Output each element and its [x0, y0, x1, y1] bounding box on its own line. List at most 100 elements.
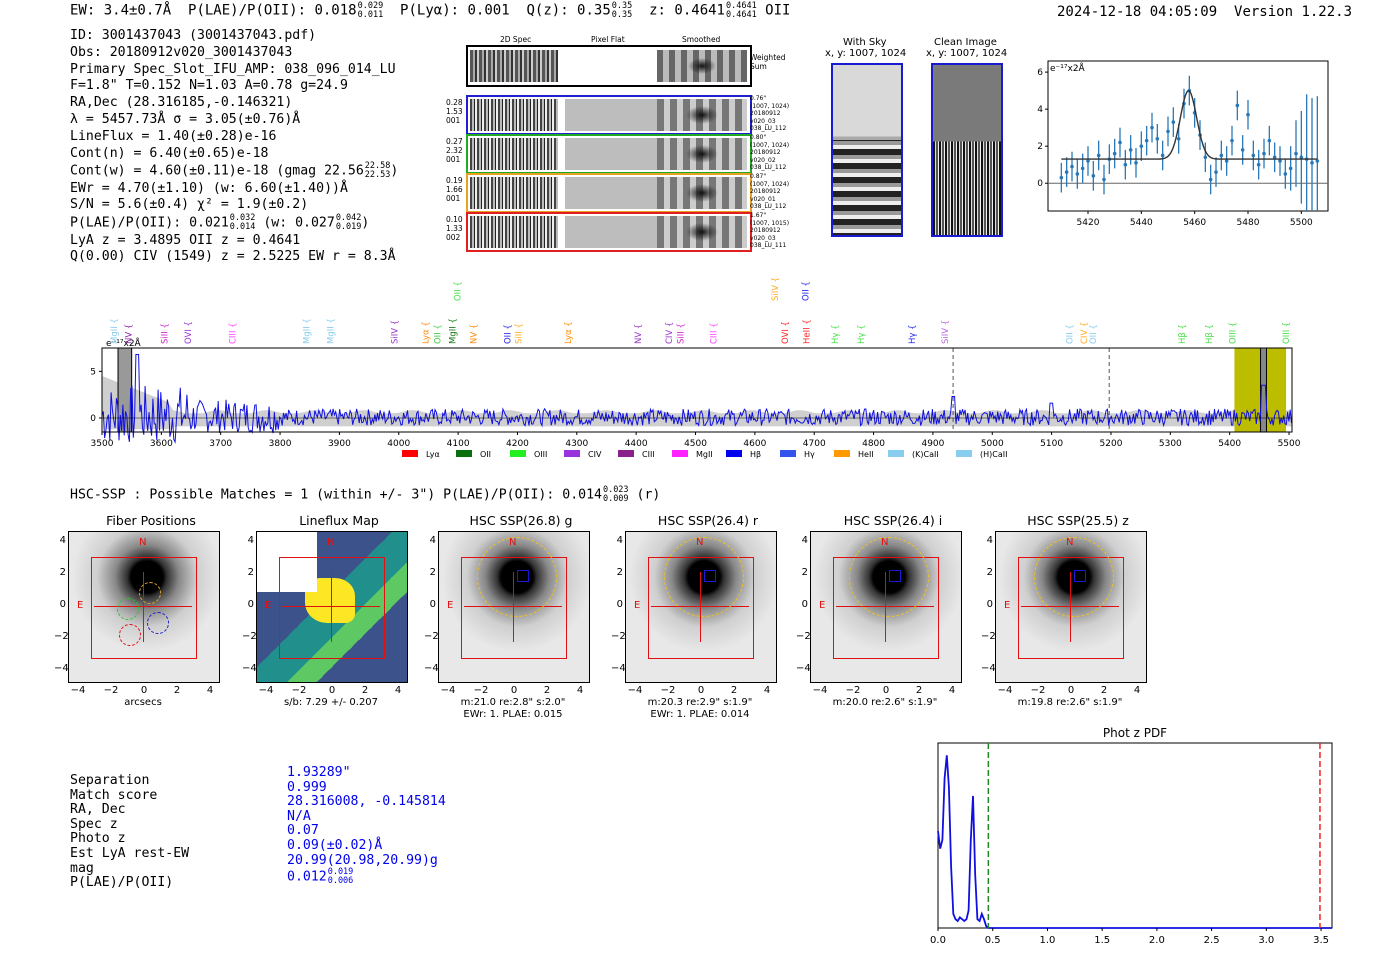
hsc-ytick: 2	[986, 567, 993, 578]
zoom-model-line	[1061, 90, 1318, 160]
hsc-xtick: −2	[660, 685, 676, 696]
spec-row-flat	[562, 138, 660, 170]
header-plae: P(LAE)/P(OII): 0.018	[188, 2, 357, 19]
zoom-ytick-label: 4	[1037, 105, 1043, 115]
spectrum-noise-band	[102, 376, 1292, 430]
spectrum-xtick-label: 3500	[91, 439, 114, 449]
legend-swatch	[456, 450, 472, 457]
zoom-point	[1240, 148, 1245, 152]
spectrum-xtick-label: 5400	[1218, 439, 1241, 449]
spectrum-xtick-label: 4900	[921, 439, 944, 449]
hsc-caption-2: EWr: 1. PLAE: 0.014	[650, 709, 750, 720]
fiber-circle	[139, 582, 161, 604]
spec-row-frame	[466, 134, 752, 174]
spectrum-line-label-upper: SiIV {	[771, 278, 781, 301]
summary-header: EW: 3.4±0.7Å P(LAE)/P(OII): 0.018 0.029 0.…	[70, 1, 791, 20]
zoom-point	[1251, 153, 1256, 158]
east-label: E	[819, 600, 826, 611]
match-value-text: 28.316008, -0.145814	[287, 794, 446, 810]
zoom-point	[1123, 162, 1128, 167]
zoom-point	[1096, 153, 1101, 158]
spectrum-ylabel: e⁻¹⁷x2Å	[106, 337, 142, 349]
spec-row-stat: 1.53	[446, 107, 463, 116]
crosshair-v	[143, 572, 144, 642]
legend-label: Hβ	[750, 450, 761, 459]
spec2d-header-smoothed: Smoothed	[682, 35, 721, 44]
legend-swatch	[618, 450, 634, 457]
crosshair-v	[331, 572, 332, 642]
spectrum-xtick-label: 4400	[625, 439, 648, 449]
lineflux-mask	[257, 532, 317, 592]
clean-image	[931, 63, 1003, 237]
hsc-xtick: −4	[997, 685, 1013, 696]
spectrum-line-label: SiII {	[677, 323, 687, 344]
spec-row-smoothed	[657, 138, 747, 170]
legend-swatch	[672, 450, 688, 457]
zoom-point	[1262, 151, 1266, 156]
legend-label: MgII	[696, 450, 713, 459]
spec-row-stats: 0.28 1.53 001	[446, 98, 463, 125]
hsc-xtick: −4	[440, 685, 456, 696]
match-value: 28.316008, -0.145814	[287, 794, 446, 810]
match-value-text: 0.012	[287, 869, 327, 885]
spec-row-meta-line: 038_LU_111	[750, 242, 787, 249]
header-z-line: OII	[765, 2, 791, 19]
hsc-ytick: −2	[54, 631, 69, 642]
legend-label: Hγ	[804, 450, 815, 459]
spec-row-meta: 0.76" (1007, 1024) 20180912 v020_03 038_LU_1…	[750, 95, 789, 133]
spectrum-line-label: OII {	[1089, 324, 1099, 344]
spectrum-ytick-label: 5	[90, 367, 96, 377]
spectrum-line-label: OII {	[1065, 324, 1075, 344]
legend-label: CIV	[588, 450, 602, 459]
hsc-ytick: 0	[986, 599, 993, 610]
zoom-xtick-label: 5460	[1183, 218, 1206, 228]
fiber-circle	[147, 612, 169, 634]
match-plae-frac: 0.019 0.006	[328, 868, 354, 885]
spectrum-line-label-upper: OII {	[453, 281, 463, 301]
zoom-point	[1208, 177, 1213, 182]
spectrum-xtick-label: 4000	[387, 439, 410, 449]
spec-row-2d	[470, 177, 558, 209]
spec-row-meta-line: 038_LU_112	[750, 203, 787, 210]
zoom-point	[1278, 159, 1282, 163]
spectrum-line-label: OII {	[433, 324, 443, 344]
pdf-xtick-label: 1.0	[1039, 935, 1055, 946]
hsc-ytick: −2	[981, 631, 996, 642]
spectrum-xtick-label: 4700	[803, 439, 826, 449]
header-ew: EW: 3.4±0.7Å	[70, 2, 172, 19]
hsc-caption: m:21.0 re:2.8" s:2.0"	[460, 697, 566, 708]
match-value: 20.99(20.98,20.99)g	[287, 853, 446, 869]
hsc-xtick: 4	[206, 685, 214, 696]
spectrum-line-label: OII {	[503, 324, 513, 344]
legend-label: CIII	[642, 450, 655, 459]
hsc-xtick: 2	[1100, 685, 1108, 696]
with-sky-image	[831, 63, 903, 237]
zoom-point	[1059, 175, 1064, 180]
spectrum-line-label: HeII {	[802, 319, 812, 344]
spec-row-smoothed	[657, 99, 747, 131]
info-cont-n: Cont(n) = 6.40(±0.65)e-18	[70, 145, 269, 161]
match-label: Separation	[70, 773, 150, 788]
spectrum-ytick-label: 0	[90, 414, 96, 424]
zoom-point	[1224, 159, 1229, 163]
zoom-point	[1070, 164, 1074, 169]
hsc-xtick: 4	[948, 685, 956, 696]
hsc-ytick: −4	[611, 663, 626, 674]
hsc-ytick: −2	[796, 631, 811, 642]
hsc-xtick: −4	[812, 685, 828, 696]
zoom-point	[1086, 159, 1090, 163]
spec-row-stat: 2.32	[446, 146, 463, 155]
hsc-caption: m:20.0 re:2.6" s:1.9"	[832, 697, 938, 708]
spec-row-stat: 001	[446, 155, 461, 164]
fiber-circle	[117, 598, 139, 620]
hsc-ytick: −2	[242, 631, 257, 642]
match-value: 0.09(±0.02)Å	[287, 838, 446, 854]
zoom-point	[1176, 136, 1181, 141]
spec-row-meta-line: v020_02	[750, 156, 776, 164]
legend-swatch	[726, 450, 742, 457]
east-label: E	[634, 600, 641, 611]
zoom-point	[1102, 177, 1106, 182]
hsc-caption: s/b: 7.29 +/- 0.207	[283, 697, 379, 708]
